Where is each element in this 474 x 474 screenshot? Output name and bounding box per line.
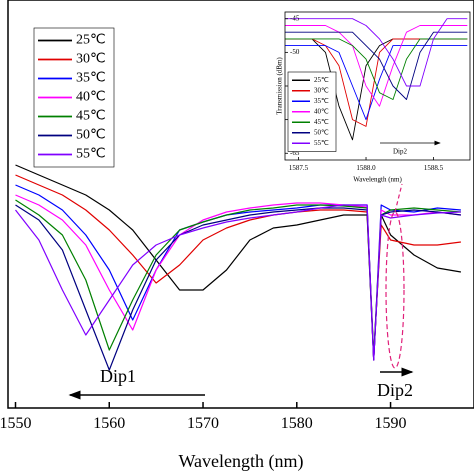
legend-label: 40℃ bbox=[314, 107, 329, 115]
x-axis-label: Wavelength (nm) bbox=[353, 176, 402, 184]
legend-label: 50℃ bbox=[76, 128, 106, 143]
series-line bbox=[285, 25, 468, 107]
series-line bbox=[15, 204, 461, 361]
legend-label: 30℃ bbox=[76, 52, 106, 67]
legend-label: 50℃ bbox=[314, 128, 329, 136]
series-line bbox=[15, 164, 462, 361]
series-line bbox=[285, 31, 468, 100]
series-line bbox=[285, 45, 468, 121]
y-tick-label: -50 bbox=[290, 48, 300, 56]
series-line bbox=[285, 18, 468, 87]
legend-label: 35℃ bbox=[314, 97, 329, 105]
y-tick-label: -45 bbox=[290, 14, 300, 22]
x-tick-label: 1590 bbox=[375, 415, 407, 432]
annotation: Dip2 bbox=[393, 148, 408, 156]
legend-label: 40℃ bbox=[76, 90, 106, 105]
plot-frame bbox=[7, 0, 474, 409]
y-axis-label: Transmission (dBm) bbox=[276, 57, 284, 115]
x-tick-label: 1570 bbox=[187, 415, 219, 432]
series-line bbox=[15, 174, 461, 356]
x-tick-label: 1587.5 bbox=[289, 164, 309, 172]
legend-label: 55℃ bbox=[314, 139, 329, 147]
x-tick-label: 1588.5 bbox=[424, 164, 444, 172]
x-tick-label: 1560 bbox=[93, 415, 125, 432]
legend-label: 45℃ bbox=[76, 109, 106, 124]
legend-label: 25℃ bbox=[76, 33, 106, 48]
legend-label: 25℃ bbox=[314, 76, 329, 84]
annotation: Dip2 bbox=[377, 380, 413, 400]
series-line bbox=[15, 199, 461, 356]
annotation: Dip1 bbox=[100, 366, 136, 386]
dip2-ellipse bbox=[385, 211, 405, 369]
series-line bbox=[15, 184, 461, 361]
dip2-pointer bbox=[394, 183, 403, 213]
x-tick-label: 1550 bbox=[0, 415, 32, 432]
x-tick-label: 1588.0 bbox=[356, 164, 376, 172]
x-axis-label: Wavelength (nm) bbox=[178, 451, 303, 472]
x-tick-label: 1580 bbox=[281, 415, 313, 432]
y-tick-label: -65 bbox=[290, 149, 300, 157]
legend-label: 35℃ bbox=[76, 71, 106, 86]
legend-label: 30℃ bbox=[314, 86, 329, 94]
legend-label: 55℃ bbox=[76, 147, 106, 162]
legend-label: 45℃ bbox=[314, 118, 329, 126]
series-line bbox=[15, 204, 461, 371]
